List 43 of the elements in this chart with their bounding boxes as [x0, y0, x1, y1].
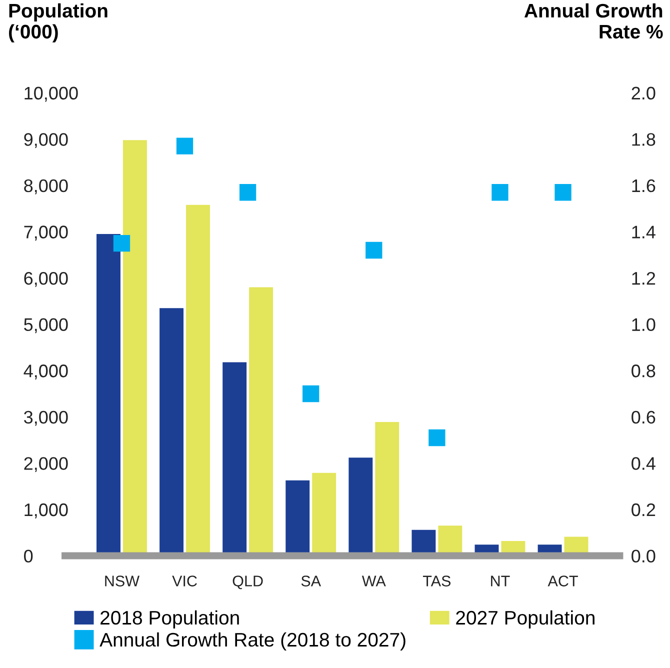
y-tick-label: 5,000 [24, 318, 68, 334]
point [113, 234, 130, 252]
x-tick-label: QLD [232, 576, 263, 590]
y2-tick-label: 1.6 [632, 179, 656, 192]
point [366, 242, 382, 259]
y-tick-label: 10,000 [24, 86, 78, 102]
x-tick-label: ACT [548, 576, 578, 586]
y-tick-label: 4,000 [24, 364, 68, 380]
legend-label: 2027 Population [456, 610, 594, 628]
point [176, 138, 194, 154]
y2-tick-label: 0.0 [632, 550, 656, 562]
x-tick-label: SA [301, 576, 322, 586]
y2-tick-label: 1.8 [632, 133, 656, 146]
y2-tick-label: 2.0 [632, 86, 656, 100]
point [302, 385, 320, 402]
x-tick-label: TAS [422, 576, 451, 586]
point [239, 184, 256, 201]
y2-tick-label: 0.6 [632, 410, 656, 424]
y-tick-label: 3,000 [24, 410, 68, 426]
y2-tick-label: 0.8 [632, 364, 656, 378]
y2-axis-title: Annual Growth Rate % [524, 3, 663, 39]
y-tick-label: 9,000 [24, 133, 68, 148]
y2-tick-label: 1.2 [632, 272, 656, 285]
legend-label: Annual Growth Rate (2018 to 2027) [100, 632, 406, 650]
y-tick-label: 8,000 [24, 179, 68, 194]
y-tick-label: 1,000 [24, 503, 68, 518]
point [428, 429, 446, 446]
y-axis-title: Population (‘000) [9, 3, 108, 42]
y-tick-label: 2,000 [24, 457, 68, 472]
y-tick-label: 7,000 [24, 226, 68, 241]
y-tick-label: 6,000 [24, 272, 68, 287]
y2-tick-label: 0.2 [632, 503, 656, 516]
point [554, 184, 572, 201]
x-tick-label: WA [362, 576, 386, 586]
y2-tick-label: 1.0 [632, 318, 656, 332]
x-tick-label: NSW [105, 576, 140, 586]
y2-tick-label: 1.4 [632, 226, 656, 238]
point [492, 184, 508, 201]
x-tick-label: VIC [172, 576, 197, 586]
y2-tick-label: 0.4 [632, 457, 656, 470]
legend-label: 2018 Population [100, 610, 239, 628]
x-tick-label: NT [491, 576, 510, 586]
y-tick-label: 0 [24, 550, 33, 562]
